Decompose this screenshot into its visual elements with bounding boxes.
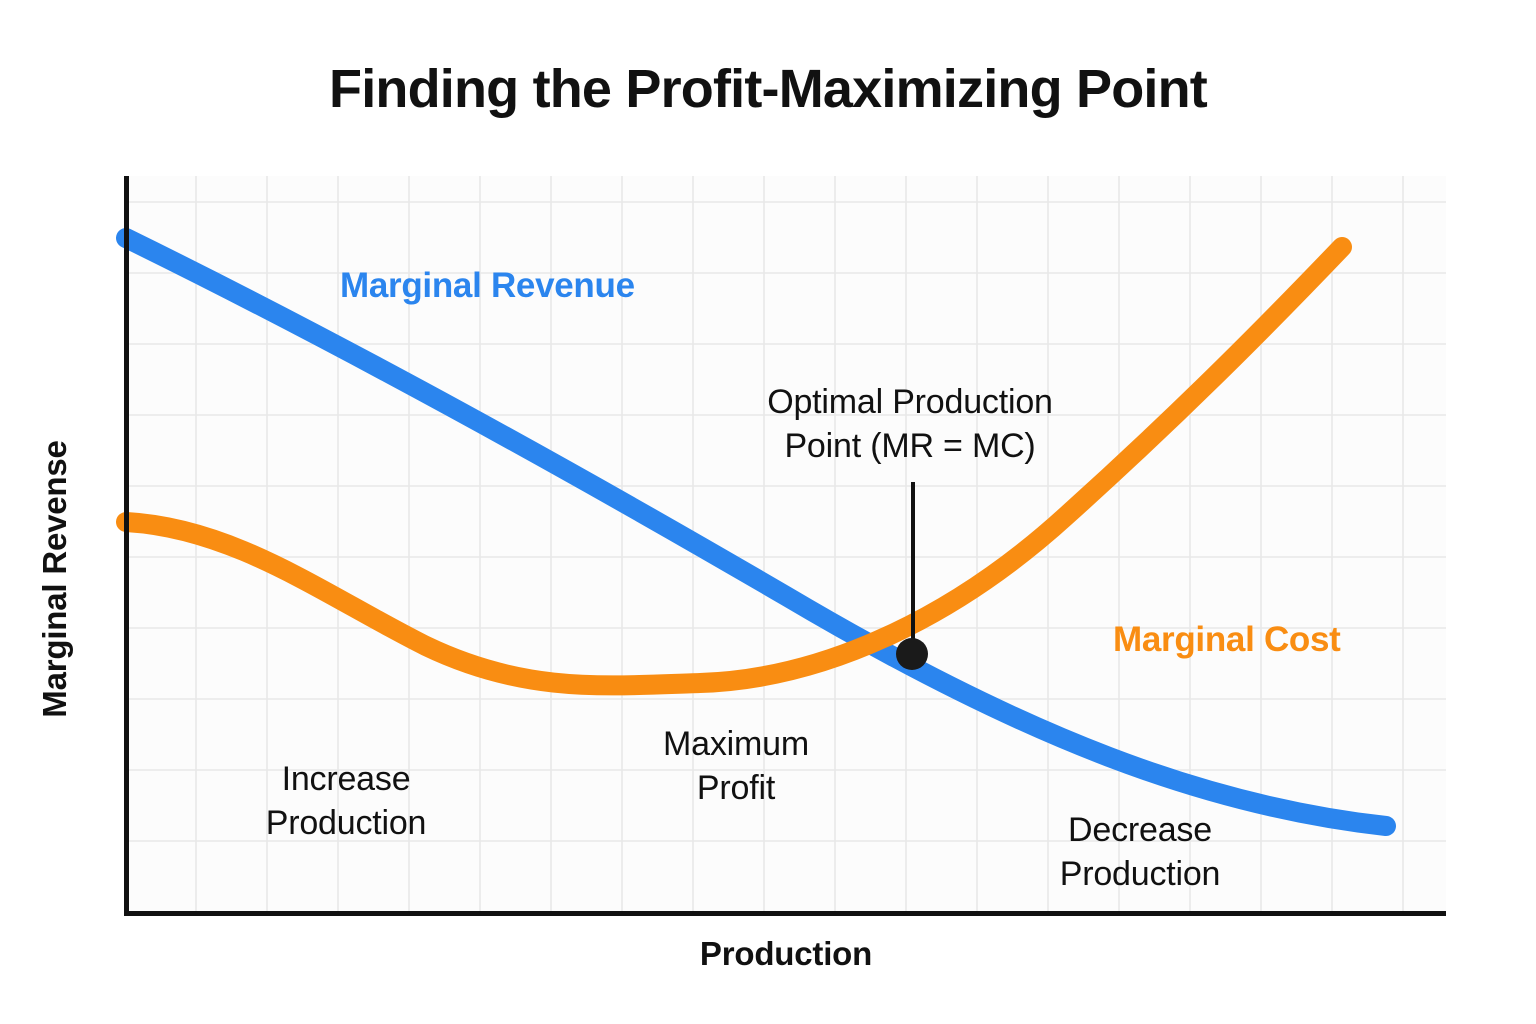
annotation-optimal-production-point: Optimal Production Point (MR = MC) bbox=[767, 383, 1053, 466]
series-label-marginal-revenue: Marginal Revenue bbox=[340, 266, 635, 305]
callout-leader-line bbox=[911, 482, 915, 650]
series-label-marginal-cost: Marginal Cost bbox=[1113, 620, 1341, 659]
annotation-increase-production: Increase Production bbox=[265, 760, 427, 843]
intersection-marker bbox=[896, 638, 928, 670]
chart-curves bbox=[116, 228, 1396, 836]
annotation-decrease-production: Decrease Production bbox=[1059, 811, 1221, 894]
grid-lines bbox=[126, 176, 1446, 913]
y-axis bbox=[124, 176, 129, 916]
x-axis bbox=[124, 911, 1446, 916]
plot-area bbox=[116, 176, 1446, 913]
marginal-revenue-line bbox=[116, 228, 1396, 836]
marginal-cost-curve bbox=[116, 237, 1352, 696]
annotation-maximum-profit: Maximum Profit bbox=[663, 725, 809, 808]
page-title: Finding the Profit-Maximizing Point bbox=[329, 59, 1208, 119]
y-axis-label: Marginal Revense bbox=[36, 440, 73, 718]
x-axis-label: Production bbox=[699, 935, 873, 972]
